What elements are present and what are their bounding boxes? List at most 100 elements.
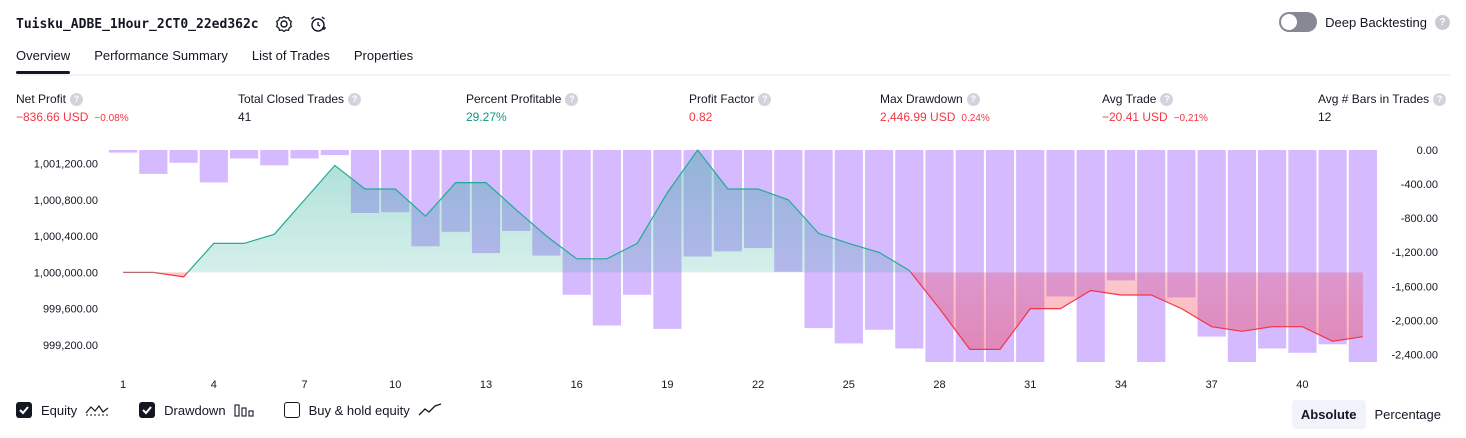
help-icon[interactable]: ? bbox=[1433, 92, 1447, 106]
help-icon[interactable]: ? bbox=[758, 92, 772, 106]
deep-backtesting-control: Deep Backtesting ? bbox=[1279, 12, 1450, 32]
metric-avg-trade: Avg Trade? −20.41 USD −0.21% bbox=[1102, 92, 1208, 124]
deep-backtesting-toggle[interactable] bbox=[1279, 12, 1318, 32]
right-axis-tick: -2,400.00 bbox=[1392, 350, 1438, 362]
help-icon[interactable]: ? bbox=[348, 92, 362, 106]
x-axis-tick: 10 bbox=[389, 379, 401, 391]
toggle-knob bbox=[1281, 14, 1298, 30]
equity-checkbox[interactable] bbox=[16, 402, 32, 418]
drawdown-bar bbox=[320, 150, 349, 156]
drawdown-bar bbox=[139, 150, 168, 174]
strategy-header: Tuisku_ADBE_1Hour_2CT0_22ed362c bbox=[16, 10, 329, 38]
metric-percent: 0.24% bbox=[961, 113, 990, 124]
x-axis-tick: 4 bbox=[211, 379, 217, 391]
equity-line-icon bbox=[85, 403, 109, 417]
left-axis-tick: 999,200.00 bbox=[43, 340, 98, 352]
drawdown-bar bbox=[592, 150, 621, 326]
drawdown-bar bbox=[1016, 150, 1045, 362]
left-axis-tick: 999,600.00 bbox=[43, 304, 98, 316]
x-axis-tick: 13 bbox=[480, 379, 492, 391]
deep-backtesting-label: Deep Backtesting bbox=[1325, 14, 1427, 30]
chart-legend: Equity Drawdown Buy & hold equity bbox=[16, 402, 472, 418]
left-axis-tick: 1,001,200.00 bbox=[34, 159, 98, 171]
metric-label: Profit Factor bbox=[689, 92, 755, 106]
drawdown-bar bbox=[623, 150, 652, 295]
drawdown-bar bbox=[230, 150, 259, 159]
metric-percent: −0.21% bbox=[1173, 113, 1208, 124]
drawdown-bars-icon bbox=[234, 403, 254, 417]
drawdown-bar bbox=[199, 150, 228, 183]
metric-percent-profitable: Percent Profitable? 29.27% bbox=[466, 92, 579, 124]
buy-hold-checkbox[interactable] bbox=[283, 402, 300, 418]
equity-drawdown-chart[interactable]: 1,001,200.00 1,000,800.00 1,000,400.00 1,00… bbox=[0, 140, 1466, 395]
tab-overview[interactable]: Overview bbox=[16, 42, 71, 74]
metric-value: −20.41 USD bbox=[1102, 110, 1168, 124]
legend-drawdown-label: Drawdown bbox=[164, 402, 226, 418]
x-axis-tick: 34 bbox=[1115, 379, 1127, 391]
scale-mode-switch: Absolute Percentage bbox=[1291, 400, 1450, 429]
metric-total-closed-trades: Total Closed Trades? 41 bbox=[238, 92, 362, 124]
metric-label: Max Drawdown bbox=[880, 92, 963, 106]
right-axis-tick: -400.00 bbox=[1401, 179, 1438, 191]
help-icon[interactable]: ? bbox=[966, 92, 980, 106]
metric-label: Avg # Bars in Trades bbox=[1318, 92, 1430, 106]
drawdown-bar bbox=[1046, 150, 1075, 297]
metric-percent: −0.08% bbox=[94, 113, 129, 124]
help-icon[interactable]: ? bbox=[565, 92, 579, 106]
drawdown-bar bbox=[290, 150, 319, 159]
settings-icon[interactable] bbox=[273, 13, 295, 35]
add-alert-icon[interactable] bbox=[307, 13, 329, 35]
metric-net-profit: Net Profit? −836.66 USD −0.08% bbox=[16, 92, 129, 124]
left-axis-tick: 1,000,000.00 bbox=[34, 267, 98, 279]
drawdown-bar bbox=[925, 150, 954, 362]
x-axis-tick: 7 bbox=[301, 379, 307, 391]
drawdown-bar bbox=[109, 150, 138, 153]
right-axis-tick: 0.00 bbox=[1417, 145, 1438, 157]
metric-value: 0.82 bbox=[689, 110, 713, 124]
absolute-button[interactable]: Absolute bbox=[1291, 400, 1366, 429]
tab-bar: Overview Performance Summary List of Tra… bbox=[16, 42, 1450, 76]
tab-list-of-trades[interactable]: List of Trades bbox=[251, 48, 330, 63]
drawdown-bar bbox=[1137, 150, 1166, 362]
drawdown-bar bbox=[169, 150, 198, 163]
tab-performance-summary[interactable]: Performance Summary bbox=[94, 48, 228, 63]
metric-max-drawdown: Max Drawdown? 2,446.99 USD 0.24% bbox=[880, 92, 990, 124]
metric-label: Percent Profitable bbox=[466, 92, 562, 106]
drawdown-bar bbox=[895, 150, 924, 349]
equity-loss-area bbox=[123, 272, 1363, 350]
metric-value: 12 bbox=[1318, 110, 1332, 124]
help-icon[interactable]: ? bbox=[1160, 92, 1174, 106]
legend-buy-hold[interactable]: Buy & hold equity bbox=[283, 402, 442, 418]
drawdown-bar bbox=[1106, 150, 1136, 281]
x-axis-tick: 25 bbox=[843, 379, 855, 391]
metric-value: 2,446.99 USD bbox=[880, 110, 956, 124]
buy-hold-line-icon bbox=[418, 403, 442, 417]
drawdown-checkbox[interactable] bbox=[139, 402, 156, 418]
x-axis-tick: 37 bbox=[1206, 379, 1218, 391]
metric-label: Total Closed Trades bbox=[238, 92, 345, 106]
legend-drawdown[interactable]: Drawdown bbox=[139, 402, 254, 418]
metric-label: Avg Trade bbox=[1102, 92, 1157, 106]
help-icon[interactable]: ? bbox=[1435, 14, 1450, 30]
x-axis-tick: 1 bbox=[120, 379, 126, 391]
legend-equity[interactable]: Equity bbox=[16, 402, 109, 418]
equity-line-profit bbox=[123, 148, 912, 273]
legend-equity-label: Equity bbox=[41, 402, 78, 418]
right-axis-tick: -1,200.00 bbox=[1392, 247, 1438, 259]
equity-line-loss bbox=[123, 272, 1363, 350]
metric-value: 41 bbox=[238, 110, 252, 124]
left-axis-tick: 1,000,400.00 bbox=[34, 231, 98, 243]
metrics-row: Net Profit? −836.66 USD −0.08% Total Clos… bbox=[16, 92, 1450, 132]
right-axis-tick: -2,000.00 bbox=[1392, 315, 1438, 327]
metric-value: −836.66 USD bbox=[16, 110, 89, 124]
drawdown-bar bbox=[260, 150, 289, 166]
metric-label: Net Profit bbox=[16, 92, 67, 106]
drawdown-bar bbox=[1076, 150, 1105, 362]
drawdown-bar bbox=[865, 150, 894, 330]
right-axis-tick: -1,600.00 bbox=[1392, 281, 1438, 293]
percentage-button[interactable]: Percentage bbox=[1374, 407, 1442, 422]
tab-properties[interactable]: Properties bbox=[353, 48, 414, 63]
metric-avg-bars-in-trades: Avg # Bars in Trades? 12 bbox=[1318, 92, 1447, 124]
help-icon[interactable]: ? bbox=[70, 92, 84, 106]
x-axis-tick: 19 bbox=[661, 379, 673, 391]
